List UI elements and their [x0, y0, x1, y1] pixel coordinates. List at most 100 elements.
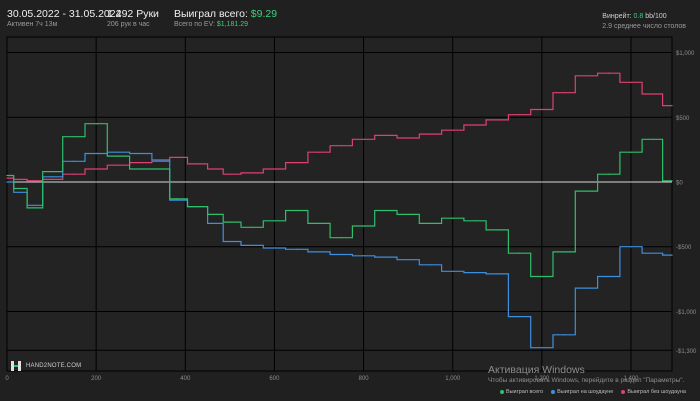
data-point [362, 255, 365, 257]
data-point [608, 72, 610, 74]
data-point [652, 138, 654, 140]
data-point [162, 168, 164, 170]
data-point [19, 187, 21, 190]
data-point [452, 217, 454, 219]
data-point [296, 209, 298, 212]
data-point [318, 251, 320, 253]
y-tick-label: -$1,300 [676, 349, 697, 355]
data-point [318, 151, 320, 153]
data-point [385, 256, 387, 258]
data-point [541, 347, 543, 349]
data-point [251, 172, 253, 174]
data-point [33, 204, 35, 206]
legend-dot-showdown [551, 390, 556, 394]
series-total-line [7, 123, 672, 278]
data-point [6, 177, 8, 179]
data-point [6, 174, 8, 177]
logo-text: HAND2NOTE.COM [26, 363, 82, 369]
hand2note-logo: HAND2NOTE.COM [10, 360, 81, 372]
data-point [229, 221, 231, 223]
legend-label-non-showdown: Выиграл без шоудауна [627, 389, 686, 395]
legend-item-total[interactable]: Выиграл всего [499, 389, 544, 395]
data-point [229, 240, 231, 243]
data-point [340, 145, 342, 147]
data-point [215, 213, 218, 215]
data-point [496, 229, 498, 231]
data-point [198, 205, 200, 208]
data-point [563, 92, 565, 94]
data-point [541, 275, 543, 278]
data-point [215, 168, 218, 170]
data-point [474, 272, 476, 274]
data-point [19, 191, 21, 193]
data-point [385, 209, 387, 212]
data-point [563, 251, 565, 253]
data-point [117, 164, 120, 166]
data-point [73, 173, 75, 175]
x-tick-label: 1 200 [534, 376, 550, 382]
data-point [117, 151, 120, 153]
winrate-suffix: bb/100 [645, 13, 667, 20]
data-point [563, 334, 565, 336]
legend-label-total: Выиграл всего [505, 389, 544, 395]
ev-label: Всего по EV: [174, 21, 215, 28]
data-point [518, 252, 521, 254]
data-point [630, 81, 632, 83]
data-point [541, 108, 543, 111]
x-tick-label: 600 [269, 376, 280, 382]
data-point [630, 246, 632, 248]
data-point [33, 207, 35, 209]
data-point [140, 152, 142, 155]
data-point [140, 161, 142, 164]
data-point [429, 133, 432, 135]
data-point [251, 244, 253, 247]
data-point [50, 178, 53, 181]
data-point [95, 152, 97, 155]
x-tick-label: 1,000 [445, 376, 461, 382]
y-tick-label: $500 [676, 116, 690, 122]
y-tick-label: $0 [676, 180, 683, 186]
data-point [452, 129, 454, 131]
data-point [385, 134, 387, 136]
avg-tables: 2.9 среднее число столов [602, 23, 686, 30]
data-point [407, 259, 409, 261]
y-tick-label: -$500 [676, 245, 692, 251]
data-point [95, 123, 97, 125]
data-point [429, 264, 432, 266]
data-point [273, 168, 276, 170]
data-point [362, 138, 365, 140]
data-point [585, 190, 588, 192]
won-label: Выиграл всего: [174, 8, 248, 20]
won-value: $9.29 [250, 8, 278, 20]
date-range: 30.05.2022 - 31.05.2022 [7, 8, 122, 20]
data-point [407, 213, 409, 215]
won-block: Выиграл всего: $9.29 Всего по EV: $1,181… [174, 8, 277, 30]
legend-item-showdown[interactable]: Выиграл на шоудауне [551, 389, 613, 395]
data-point [652, 252, 654, 254]
data-point [273, 247, 276, 249]
data-point [296, 248, 298, 250]
data-point [215, 222, 218, 225]
data-point [652, 93, 654, 95]
hands-per-hour: 206 рук в час [107, 21, 150, 28]
data-point [474, 124, 476, 126]
data-point [296, 161, 298, 164]
legend-item-non-showdown[interactable]: Выиграл без шоудауна [621, 389, 686, 395]
data-point [496, 119, 498, 121]
data-point [251, 226, 253, 228]
data-point [19, 178, 21, 181]
data-point [340, 237, 342, 239]
ev-value: $1,181.29 [216, 21, 249, 28]
data-point [198, 163, 200, 165]
hands-block: 1 492 Руки 206 рук в час [107, 8, 159, 30]
chart-legend: Выиграл всего Выиграл на шоудауне Выигра… [499, 389, 686, 395]
data-point [630, 151, 632, 153]
active-time: Активен 7ч 13м [7, 21, 58, 28]
x-tick-label: 400 [180, 376, 191, 382]
header: 30.05.2022 - 31.05.2022 Активен 7ч 13м 1… [0, 0, 700, 36]
data-point [585, 75, 588, 77]
data-point [175, 198, 177, 200]
data-point [175, 156, 177, 158]
data-point [73, 160, 75, 162]
